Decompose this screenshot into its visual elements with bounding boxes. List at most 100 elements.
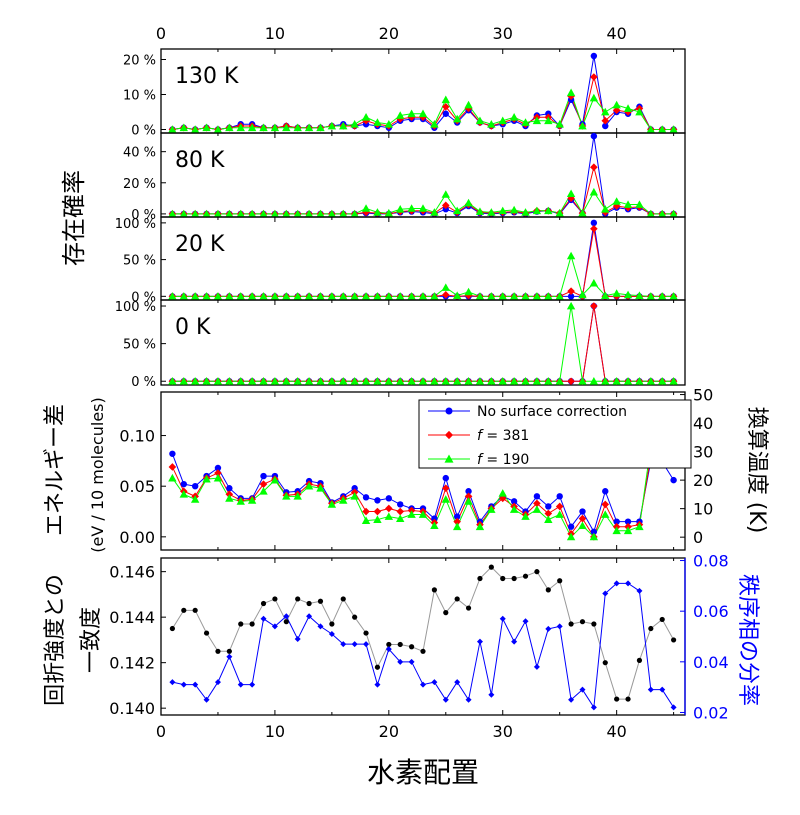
- data-point: [213, 125, 223, 133]
- data-point: [532, 206, 542, 215]
- data-point: [190, 292, 200, 300]
- data-point: [441, 377, 450, 385]
- legend-marker: [444, 454, 454, 463]
- data-point: [612, 289, 621, 297]
- data-point: [646, 125, 656, 133]
- data-point: [454, 596, 460, 602]
- data-point: [339, 121, 348, 130]
- data-point: [544, 116, 553, 125]
- data-point: [260, 615, 267, 622]
- data-point: [658, 125, 667, 133]
- data-point: [225, 377, 234, 385]
- right-y-tick-label: 50: [693, 386, 713, 405]
- data-point: [373, 507, 382, 516]
- data-point: [385, 646, 392, 653]
- data-point: [579, 686, 586, 693]
- data-point: [386, 641, 392, 648]
- data-point: [464, 287, 473, 296]
- data-point: [498, 116, 507, 125]
- data-point: [602, 590, 609, 597]
- data-point: [215, 648, 221, 654]
- data-point: [430, 120, 439, 128]
- data-point: [373, 118, 382, 126]
- y-tick-label: 20 %: [123, 54, 156, 69]
- x-tick-label: 30: [493, 722, 513, 741]
- data-point: [487, 208, 496, 216]
- data-point: [327, 209, 337, 218]
- data-point: [259, 209, 268, 218]
- data-point: [363, 641, 370, 648]
- data-point: [590, 528, 598, 535]
- data-point: [566, 251, 576, 260]
- data-point: [464, 497, 473, 505]
- data-point: [238, 621, 244, 627]
- data-point: [202, 377, 211, 385]
- data-point: [500, 575, 506, 582]
- data-point: [362, 494, 370, 501]
- data-point: [612, 100, 621, 109]
- data-point: [646, 377, 656, 385]
- data-point: [396, 205, 405, 213]
- series-line: [172, 305, 674, 382]
- data-point: [431, 515, 438, 522]
- data-point: [625, 580, 632, 587]
- bottom-ylabel-line2: 一致度: [79, 607, 104, 673]
- data-point: [532, 377, 542, 385]
- data-point: [567, 523, 575, 530]
- data-point: [659, 686, 666, 693]
- data-point: [464, 492, 473, 501]
- data-point: [532, 505, 542, 513]
- data-point: [168, 125, 177, 133]
- series-line: [172, 305, 674, 382]
- data-point: [578, 521, 587, 530]
- data-point: [350, 209, 359, 218]
- data-point: [304, 123, 314, 132]
- data-point: [453, 513, 461, 520]
- data-point: [521, 118, 530, 126]
- data-point: [555, 292, 564, 300]
- data-point: [328, 630, 335, 637]
- data-point: [179, 209, 188, 218]
- data-point: [329, 621, 335, 627]
- y-tick-label: 0 %: [131, 375, 156, 390]
- data-point: [397, 658, 404, 665]
- data-point: [669, 209, 678, 218]
- data-point: [168, 292, 177, 300]
- data-point: [339, 292, 348, 300]
- data-point: [555, 120, 564, 128]
- data-point: [180, 480, 187, 488]
- data-point: [418, 292, 428, 300]
- data-point: [511, 575, 517, 582]
- data-point: [249, 681, 256, 688]
- data-point: [635, 291, 644, 299]
- x-tick-label: 20: [379, 24, 399, 43]
- data-point: [591, 621, 597, 627]
- data-point: [181, 607, 187, 613]
- data-point: [623, 200, 633, 208]
- data-point: [544, 377, 553, 385]
- data-point: [555, 208, 564, 217]
- data-point: [247, 377, 257, 385]
- data-point: [545, 503, 552, 510]
- data-point: [488, 564, 494, 570]
- data-point: [658, 377, 667, 385]
- data-point: [646, 209, 656, 218]
- data-point: [259, 480, 268, 488]
- data-point: [203, 630, 210, 636]
- data-point: [509, 505, 519, 513]
- data-point: [509, 292, 519, 300]
- data-point: [168, 473, 177, 482]
- series-line: [172, 228, 674, 298]
- data-point: [385, 495, 393, 502]
- data-point: [225, 292, 234, 300]
- data-point: [670, 476, 677, 484]
- data-point: [179, 123, 188, 132]
- data-point: [647, 686, 654, 693]
- data-point: [384, 208, 394, 217]
- data-point: [327, 292, 337, 300]
- data-point: [293, 209, 302, 218]
- data-point: [522, 618, 529, 625]
- data-point: [511, 638, 518, 645]
- data-point: [169, 679, 176, 686]
- data-point: [407, 377, 416, 385]
